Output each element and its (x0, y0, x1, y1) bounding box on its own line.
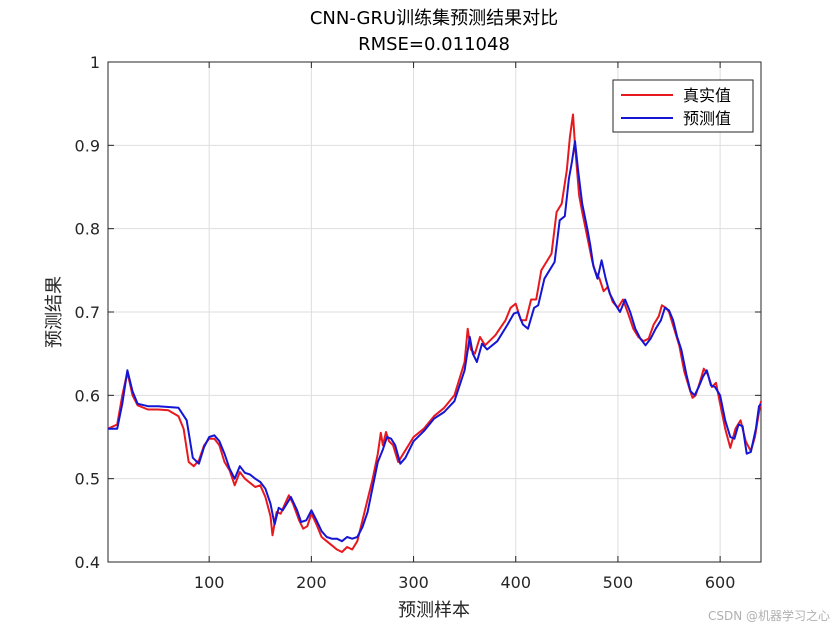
y-tick-label: 0.7 (75, 303, 100, 322)
chart-title: CNN-GRU训练集预测结果对比 (310, 8, 558, 29)
y-tick-label: 0.8 (75, 220, 100, 239)
y-tick-label: 1 (90, 53, 100, 72)
x-tick-label: 100 (194, 573, 225, 592)
legend-label: 真实值 (683, 86, 731, 105)
axis-ticks: 100 200 300 400 500 600 0.4 0.5 0.6 0.7 0.8 0.9 1 (75, 53, 761, 592)
legend-label: 预测值 (683, 109, 731, 128)
series-layer (107, 113, 762, 553)
x-tick-label: 600 (705, 573, 736, 592)
y-axis-label: 预测结果 (44, 276, 65, 348)
chart-subtitle: RMSE=0.011048 (358, 34, 510, 55)
x-tick-label: 200 (296, 573, 327, 592)
x-tick-label: 400 (500, 573, 531, 592)
series-line-predicted (108, 140, 762, 543)
x-tick-label: 500 (603, 573, 634, 592)
y-tick-label: 0.9 (75, 136, 100, 155)
watermark: CSDN @机器学习之心 (707, 609, 830, 623)
y-tick-label: 0.4 (75, 553, 100, 572)
x-axis-label: 预测样本 (398, 600, 470, 621)
y-tick-label: 0.6 (75, 386, 100, 405)
legend-box (612, 79, 754, 133)
y-tick-label: 0.5 (75, 470, 100, 489)
series-line-actual (107, 113, 762, 553)
x-tick-label: 300 (398, 573, 429, 592)
